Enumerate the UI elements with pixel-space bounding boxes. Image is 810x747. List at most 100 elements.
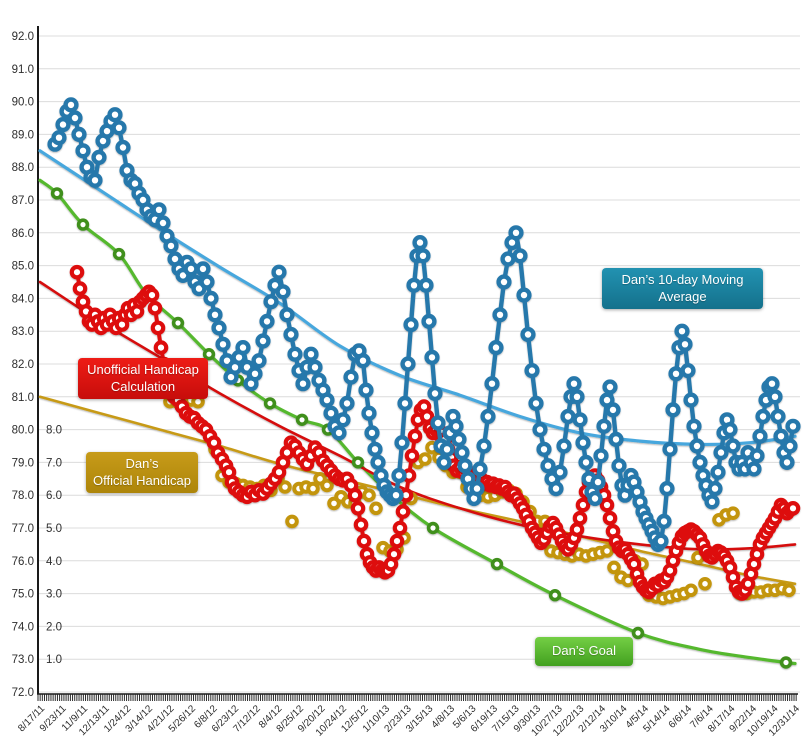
data-point — [680, 363, 696, 379]
data-point — [611, 458, 627, 474]
y-axis-label: 88.0 — [12, 162, 34, 174]
data-point — [451, 431, 467, 448]
data-point — [779, 454, 795, 471]
data-point — [560, 408, 576, 425]
data-point — [448, 418, 464, 434]
data-point — [87, 172, 103, 188]
secondary-y-axis-label: 8.0 — [46, 425, 62, 437]
data-point — [755, 408, 771, 425]
data-point — [469, 481, 485, 497]
data-point — [484, 376, 500, 392]
x-axis-tick-comb — [37, 694, 797, 701]
data-point — [599, 497, 615, 513]
data-point — [163, 238, 179, 254]
data-point — [395, 504, 411, 519]
data-point — [782, 583, 796, 598]
data-point — [621, 573, 635, 588]
data-point — [602, 510, 618, 526]
data-point — [394, 435, 410, 451]
y-axis-label: 74.0 — [12, 621, 34, 633]
data-point — [404, 448, 420, 464]
data-point — [726, 506, 740, 521]
data-point — [151, 202, 167, 218]
data-point — [335, 412, 351, 428]
data-point — [707, 481, 723, 497]
data-point — [767, 389, 783, 405]
data-point — [235, 340, 251, 356]
data-point — [55, 116, 71, 133]
y-axis-label: 91.0 — [12, 64, 34, 76]
data-point — [656, 513, 672, 530]
data-point — [361, 405, 377, 421]
legend-goal-line1: Dan’s Goal — [551, 643, 617, 659]
data-point — [782, 438, 798, 454]
x-axis-label: 6/6/14 — [667, 703, 695, 731]
data-point — [406, 277, 422, 293]
data-point — [424, 349, 440, 366]
data-point — [457, 458, 473, 474]
data-point — [575, 435, 591, 451]
data-point — [307, 359, 323, 375]
y-axis-label: 78.0 — [12, 490, 34, 502]
data-point — [665, 402, 681, 418]
data-point — [153, 340, 169, 355]
data-point — [211, 320, 227, 336]
legend-official-handicap-line1: Dan’s — [125, 455, 159, 471]
data-point — [683, 392, 699, 408]
legend-moving-average-line2: Average — [658, 288, 707, 304]
legend-goal: Dan’s Goal — [535, 637, 633, 666]
y-axis-label: 76.0 — [12, 556, 34, 568]
data-point — [51, 130, 67, 146]
data-point — [306, 481, 320, 496]
data-point — [115, 139, 131, 156]
data-point — [569, 522, 585, 537]
y-axis-label: 90.0 — [12, 97, 34, 109]
data-point — [350, 500, 366, 516]
data-point — [520, 326, 536, 343]
legend-moving-average-line1: Dan’s 10-day Moving — [621, 271, 744, 287]
data-point — [566, 376, 582, 392]
data-point — [439, 441, 455, 457]
data-point — [602, 379, 618, 395]
x-axis-label: 4/8/13 — [430, 703, 458, 731]
data-point — [587, 490, 603, 507]
data-point — [496, 274, 512, 290]
series-moving-average — [47, 97, 801, 553]
data-point — [295, 376, 311, 392]
legend-unofficial-handicap-line1: Unofficial Handicap — [87, 361, 199, 377]
data-point — [569, 389, 585, 405]
data-point — [392, 520, 408, 536]
data-point — [111, 120, 127, 136]
data-point — [364, 425, 380, 441]
data-point — [536, 441, 552, 457]
data-point — [303, 346, 319, 362]
x-axis-labels: 8/17/119/23/1111/9/1112/13/111/24/123/14… — [16, 703, 802, 739]
data-point — [524, 363, 540, 379]
data-point — [426, 521, 440, 535]
data-point — [419, 409, 435, 424]
data-point — [418, 277, 434, 293]
data-point — [287, 346, 303, 362]
y-axis-labels: 92.0 91.0 90.0 89.0 88.0 87.0 86.0 85.0 84.0 83.0… — [12, 31, 34, 699]
data-point — [749, 448, 765, 464]
data-point — [331, 425, 347, 441]
data-point — [203, 290, 219, 307]
data-point — [508, 225, 524, 241]
data-point — [400, 356, 416, 372]
data-point — [662, 441, 678, 457]
data-point — [572, 510, 588, 526]
data-point — [575, 497, 591, 513]
data-point — [668, 366, 684, 382]
data-point — [215, 336, 231, 352]
data-point — [770, 408, 786, 425]
data-point — [259, 313, 275, 330]
data-point — [785, 500, 801, 516]
y-axis-label: 75.0 — [12, 589, 34, 601]
legend-unofficial-handicap: Unofficial Handicap Calculation — [78, 358, 208, 399]
data-point — [578, 454, 594, 471]
secondary-y-axis-label: 4.0 — [46, 556, 62, 568]
data-point — [704, 494, 720, 510]
data-point — [112, 247, 126, 261]
